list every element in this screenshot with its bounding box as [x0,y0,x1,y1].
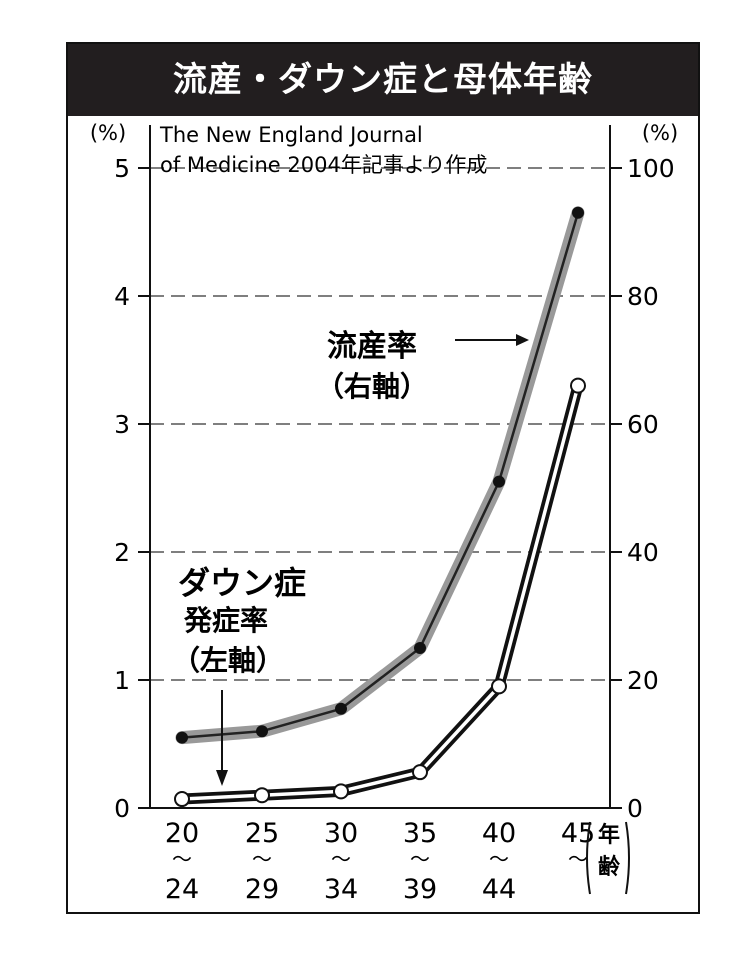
x-tick-label: 35 [403,818,437,849]
down-label-line1: ダウン症 [178,564,306,602]
series-layer [174,206,586,808]
chart-frame: 流産・ダウン症と母体年齢 [66,42,700,914]
left-tick-label: 5 [114,154,130,183]
x-tick-label: 25 [245,818,279,849]
right-axis-unit: (%) [642,121,678,145]
x-tick-range-mark: 〜 [172,847,192,871]
source-note-line1: The New England Journal [159,123,423,147]
down-point [570,377,586,394]
x-tick-range-mark: 〜 [410,847,430,871]
left-axis-unit: (%) [90,121,126,145]
down-axis-label: （左軸） [172,644,284,677]
miscarriage-point [414,642,426,654]
left-tick-label: 2 [114,538,130,567]
right-tick-label: 80 [627,282,659,311]
source-note-line2: of Medicine 2004年記事より作成 [160,153,487,177]
x-tick-range-mark: 〜 [568,847,588,871]
x-tick-label: 40 [482,818,516,849]
x-tick-range-mark: 〜 [489,847,509,871]
left-tick-label: 3 [114,410,130,439]
x-axis-unit-bracket [586,821,591,895]
down-label-line2: 発症率 [183,604,268,637]
x-axis-unit-bracket-right [625,821,630,895]
x-tick-range-mark: 〜 [252,847,272,871]
down-series-line [181,385,580,801]
miscarriage-axis-label: （右軸） [316,370,428,403]
x-tick-label-end: 34 [324,874,358,905]
x-tick-label: 20 [165,818,199,849]
miscarriage-point [176,731,188,744]
chart-title: 流産・ダウン症と母体年齢 [68,44,698,116]
left-tick-label: 0 [114,794,130,823]
miscarriage-label: 流産率 [327,329,417,364]
right-tick-label: 40 [627,538,659,567]
x-tick-label-end: 24 [165,874,199,905]
down-point [412,764,428,781]
miscarriage-point [335,702,347,715]
miscarriage-point [256,725,268,738]
x-tick-range-mark: 〜 [331,847,351,871]
x-axis-unit: 年 齢 [598,822,628,880]
left-tick-label: 4 [114,282,130,311]
right-tick-label: 20 [627,666,659,695]
right-tick-label: 60 [627,410,659,439]
left-tick-label: 1 [114,666,130,695]
tick-labels: 0 01 202 403 604 805 10020〜2425〜2930〜3435〜3940… [114,154,675,905]
axes [138,125,622,809]
x-tick-label-end: 29 [245,874,279,905]
right-tick-label: 0 [627,794,643,823]
down-point [174,791,190,808]
down-point [254,787,270,804]
miscarriage-point [493,475,505,488]
miscarriage-series-line [181,212,580,739]
miscarriage-pointer-head [516,334,529,346]
x-tick-label-end: 39 [403,874,437,905]
x-tick-label-end: 44 [482,874,516,905]
right-tick-label: 100 [627,154,675,183]
x-tick-label: 30 [324,818,358,849]
miscarriage-point [572,206,584,219]
down-pointer-head [216,770,228,786]
down-point [491,678,507,695]
down-point [333,783,349,800]
